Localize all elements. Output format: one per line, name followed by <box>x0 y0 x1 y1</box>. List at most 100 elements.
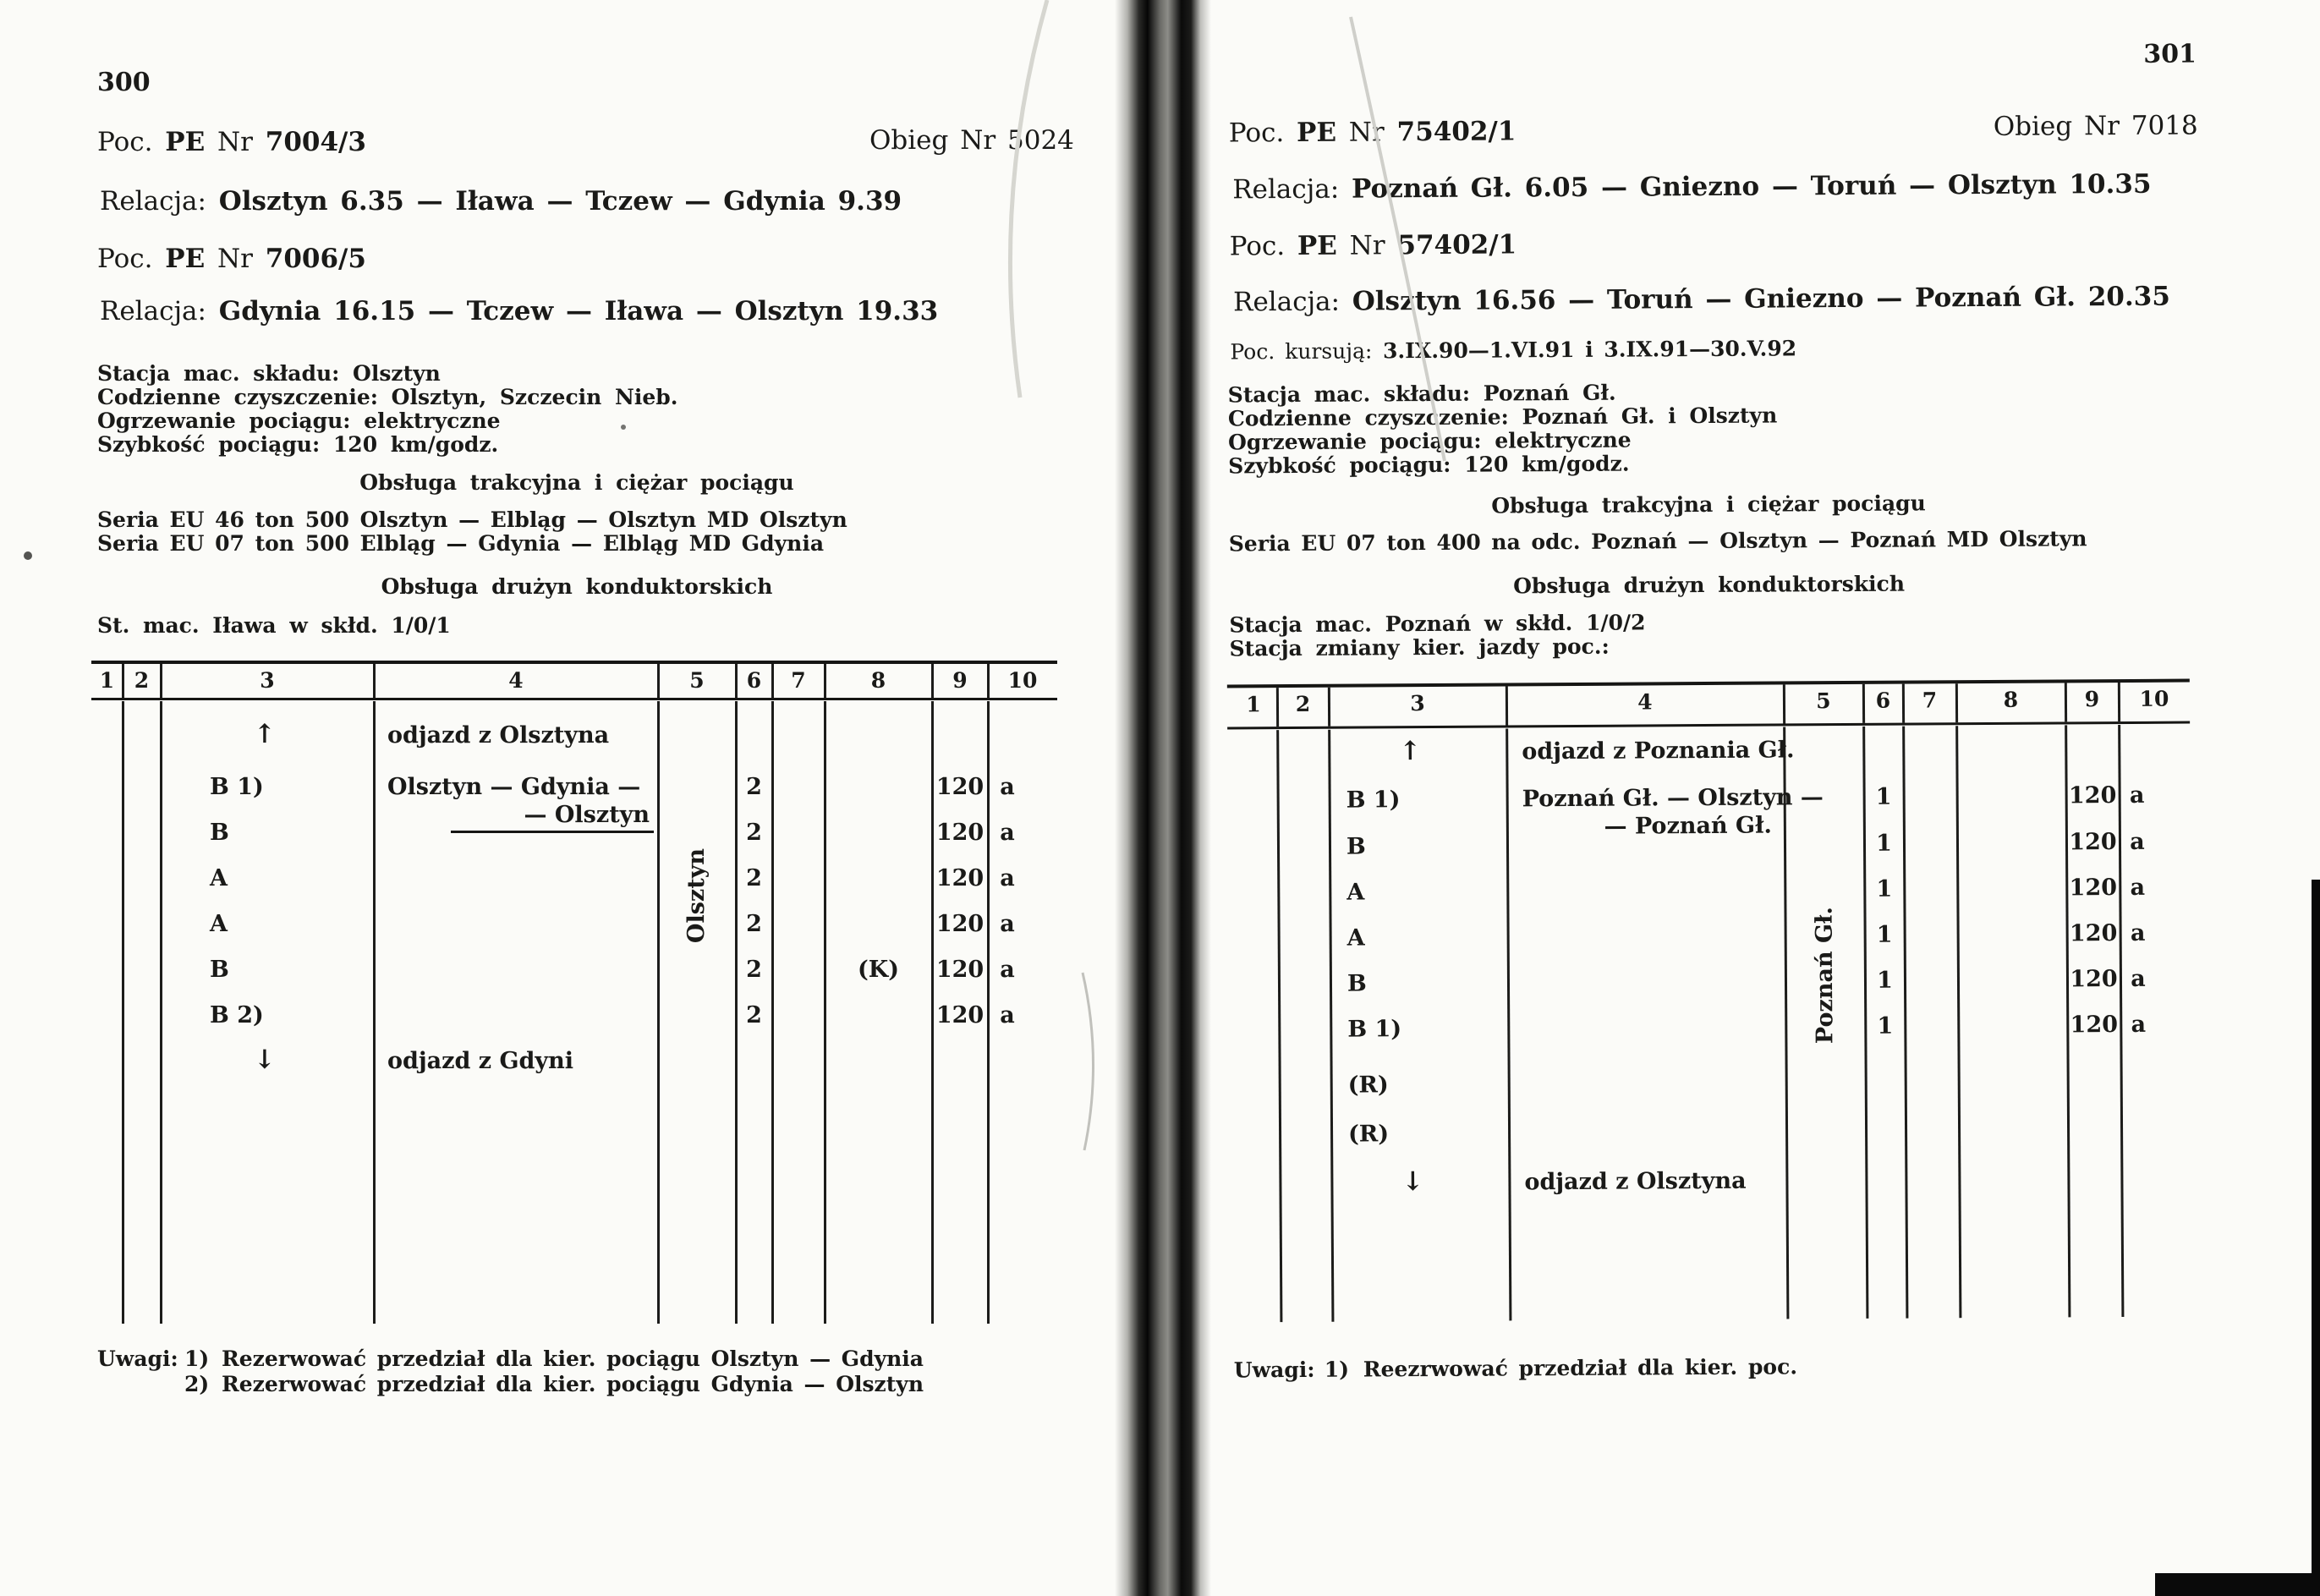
class-cell: B 1) <box>210 774 264 800</box>
train-series: PE <box>165 127 206 157</box>
count-cell: 2 <box>746 774 762 800</box>
ink-speck <box>24 551 32 560</box>
table-vline <box>657 701 660 1324</box>
count-cell: 2 <box>746 1002 762 1028</box>
table-vline <box>373 664 376 698</box>
info-line: Codzienne czyszczenie: Olsztyn, Szczecin… <box>97 385 678 409</box>
direction-down-arrow-icon: ↓ <box>254 1045 276 1075</box>
brake-cell: a <box>1000 774 1015 800</box>
count-cell: 2 <box>746 865 762 891</box>
class-cell: B <box>210 957 229 983</box>
relacja-route: Gdynia 16.15 — Tczew — Iława — Olsztyn 1… <box>218 296 939 326</box>
table-header-cell: 3 <box>260 668 275 693</box>
speed-cell: 120 <box>935 865 984 891</box>
uwagi-item-number: 1) <box>184 1346 210 1371</box>
table-header-cell: 9 <box>952 668 968 693</box>
scan-scratch-line <box>1349 16 1446 462</box>
table-header-cell: 1 <box>99 668 115 693</box>
train-series: PE <box>165 244 206 274</box>
table-rule-top <box>91 661 1057 664</box>
table-header-cell: 4 <box>508 668 524 693</box>
route-cell-line2: — Olsztyn <box>524 802 650 828</box>
table-header-cell: 6 <box>746 668 762 693</box>
brake-cell: a <box>1000 911 1015 937</box>
class-cell: A <box>210 911 228 937</box>
book-gutter-shadow <box>1115 0 1211 1596</box>
table-vline <box>373 701 376 1324</box>
train-number: 7004/3 <box>265 127 366 157</box>
table-vline <box>824 701 826 1324</box>
section-heading-conductors: Obsługa drużyn konduktorskich <box>381 574 773 599</box>
table-rule-header-bottom <box>91 698 1057 700</box>
uwagi-item-number: 2) <box>184 1372 210 1396</box>
uwagi-item-text: Rezerwować przedział dla kier. pociągu G… <box>222 1372 924 1396</box>
relacja-line-1: Relacja: Olsztyn 6.35 — Iława — Tczew — … <box>100 186 902 217</box>
table-header-cell: 10 <box>1007 668 1038 693</box>
speed-cell: 120 <box>935 911 984 937</box>
brake-cell: a <box>1000 865 1015 891</box>
ink-speck <box>621 425 626 430</box>
speed-cell: 120 <box>935 820 984 846</box>
brake-cell: a <box>1000 820 1015 846</box>
route-underline <box>451 831 654 833</box>
departure-label-top: odjazd z Olsztyna <box>387 722 610 749</box>
table-vline <box>824 664 826 698</box>
class-cell: A <box>210 865 228 891</box>
uwagi-item-text: Rezerwować przedział dla kier. pociągu O… <box>222 1346 924 1371</box>
table-vline <box>771 701 774 1324</box>
train-number: 7006/5 <box>265 244 366 274</box>
info-line: Szybkość pociągu: 120 km/godz. <box>97 432 499 457</box>
route-cell-line1: Olsztyn — Gdynia — <box>387 774 641 800</box>
speed-cell: 120 <box>935 1002 984 1028</box>
train-number-line-2: Poc. PE Nr 7006/5 <box>97 244 366 274</box>
table-vline <box>160 701 162 1324</box>
train-number-line-1: Poc. PE Nr 7004/3 <box>97 127 366 157</box>
seria-line: Seria EU 46 ton 500 Olsztyn — Elbląg — O… <box>97 507 847 532</box>
table-vline <box>122 664 124 698</box>
class-cell: B 2) <box>210 1002 264 1028</box>
page-curl-highlight <box>1007 0 1050 398</box>
relacja-line-2: Relacja: Gdynia 16.15 — Tczew — Iława — … <box>100 296 938 326</box>
table-vline <box>160 664 162 698</box>
table-header-cell: 5 <box>689 668 705 693</box>
table-vline <box>931 664 934 698</box>
poc-label: Poc. <box>97 127 153 157</box>
departure-label-bottom: odjazd z Gdyni <box>387 1048 574 1074</box>
nr-label: Nr <box>217 244 253 274</box>
table-vline <box>122 701 124 1324</box>
table-header-cell: 2 <box>134 668 150 693</box>
table-vline <box>987 701 990 1324</box>
brake-cell: a <box>1000 1002 1015 1028</box>
table-vline <box>657 664 660 698</box>
seria-line: Seria EU 07 ton 500 Elbląg — Gdynia — El… <box>97 531 825 556</box>
count-cell: 2 <box>746 957 762 983</box>
table-vline <box>931 701 934 1324</box>
table-vline <box>735 701 738 1324</box>
speed-cell: 120 <box>935 957 984 983</box>
table-header-cell: 7 <box>791 668 806 693</box>
page-curl-shadow <box>1081 972 1095 1151</box>
table-header-cell: 8 <box>870 668 886 693</box>
st-mac-line: St. mac. Iława w skłd. 1/0/1 <box>97 613 451 638</box>
section-heading-traction: Obsługa trakcyjna i ciężar pociągu <box>359 470 794 495</box>
uwagi-label: Uwagi: <box>97 1346 178 1371</box>
relacja-label: Relacja: <box>100 186 206 217</box>
table-vline <box>771 664 774 698</box>
table-vline <box>735 664 738 698</box>
info-line: Stacja mac. składu: Olsztyn <box>97 361 441 386</box>
poc-label: Poc. <box>97 244 153 274</box>
class-cell: B <box>210 820 229 846</box>
relacja-label: Relacja: <box>100 296 206 326</box>
page-edge-bar <box>2155 1573 2320 1596</box>
info-line: Ogrzewanie pociągu: elektryczne <box>97 409 501 433</box>
speed-cell: 120 <box>935 774 984 800</box>
obieg-number: Obieg Nr 5024 <box>869 125 1074 156</box>
page-edge-strip <box>2312 880 2320 1596</box>
direction-up-arrow-icon: ↑ <box>254 719 276 749</box>
brake-cell: a <box>1000 957 1015 983</box>
nr-label: Nr <box>217 127 253 157</box>
count-cell: 2 <box>746 911 762 937</box>
table-vline <box>987 664 990 698</box>
